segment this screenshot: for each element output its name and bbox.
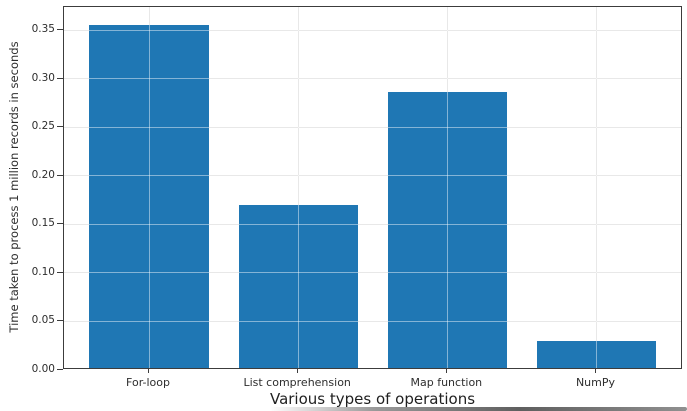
gridline-vertical xyxy=(446,7,448,368)
x-tick-mark xyxy=(296,369,298,373)
y-tick-mark xyxy=(57,29,63,31)
bar-list-comprehension xyxy=(238,205,358,368)
y-tick-mark xyxy=(57,369,63,370)
gridline-horizontal xyxy=(64,320,681,322)
gridline-horizontal xyxy=(64,126,681,128)
gridline-horizontal xyxy=(64,29,681,31)
gridline-horizontal xyxy=(64,29,681,31)
gridline-vertical xyxy=(595,7,597,368)
x-tick-label: Map function xyxy=(410,376,483,389)
x-tick-label: For-loop xyxy=(126,376,170,389)
x-tick-mark xyxy=(594,369,596,373)
y-tick-label: 0.20 xyxy=(31,168,55,181)
gridline-vertical xyxy=(595,7,597,368)
gridline-horizontal xyxy=(64,272,681,274)
x-tick-label: List comprehension xyxy=(243,376,351,389)
bar-numpy xyxy=(536,340,657,368)
gridline-horizontal xyxy=(64,175,681,177)
gridline-horizontal xyxy=(64,223,681,225)
y-tick-label: 0.00 xyxy=(31,363,55,375)
gridline-vertical xyxy=(297,7,299,368)
y-tick-mark xyxy=(57,320,63,322)
bars-layer xyxy=(64,7,681,368)
y-tick-mark xyxy=(57,77,63,79)
y-tick-mark xyxy=(57,174,63,176)
x-axis-label: Various types of operations xyxy=(269,390,476,408)
x-tick-mark xyxy=(445,369,447,373)
gridline-horizontal xyxy=(64,78,681,80)
gridline-horizontal xyxy=(64,320,681,322)
y-tick-label: 0.35 xyxy=(31,23,55,36)
y-tick-mark xyxy=(57,126,63,128)
y-tick-mark xyxy=(57,223,63,225)
gridline-horizontal xyxy=(64,175,681,177)
grid-above-layer xyxy=(64,7,681,368)
screenshot-edge-artifact xyxy=(270,407,687,411)
plot-area xyxy=(63,6,682,369)
y-axis-label: Time taken to process 1 million records … xyxy=(7,41,21,333)
gridline-vertical xyxy=(297,7,299,368)
gridline-horizontal xyxy=(64,272,681,274)
y-tick-label: 0.30 xyxy=(31,71,55,84)
gridline-vertical xyxy=(148,7,150,368)
y-tick-mark xyxy=(57,271,63,273)
y-tick-label: 0.25 xyxy=(31,120,55,133)
bar-for-loop xyxy=(89,25,209,368)
gridline-horizontal xyxy=(64,223,681,225)
y-tick-label: 0.10 xyxy=(31,265,55,278)
gridline-horizontal xyxy=(64,78,681,80)
x-tick-label: NumPy xyxy=(575,376,616,389)
x-tick-mark xyxy=(147,369,149,373)
y-tick-label: 0.05 xyxy=(31,314,55,327)
y-tick-label: 0.15 xyxy=(31,217,55,230)
bar-map-function xyxy=(387,92,507,368)
gridline-horizontal xyxy=(64,126,681,128)
